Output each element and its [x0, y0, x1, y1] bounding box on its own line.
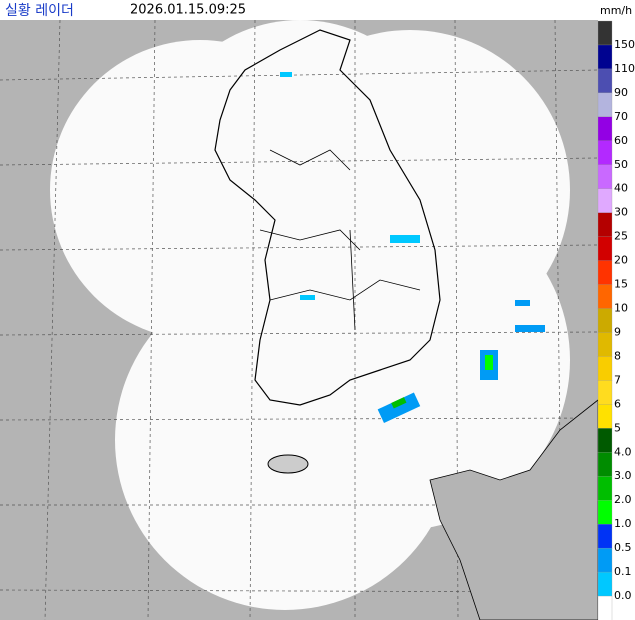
legend-label: 20: [614, 254, 628, 267]
legend-swatch: [597, 188, 613, 214]
legend-swatch: [597, 428, 613, 453]
legend-swatch: [597, 164, 613, 190]
legend-swatch: [597, 260, 613, 286]
header-bar: [0, 0, 635, 20]
legend-label: 5: [614, 421, 621, 434]
map: [0, 19, 599, 620]
legend-label: 7: [614, 373, 621, 386]
legend-label: 90: [614, 86, 628, 99]
legend-swatch: [597, 308, 613, 334]
legend-swatch: [597, 212, 613, 238]
legend-swatch: [597, 140, 613, 166]
legend-swatch: [597, 404, 613, 429]
legend-swatch: [597, 20, 613, 46]
legend-swatch: [597, 380, 613, 406]
legend-swatch: [597, 595, 613, 620]
legend-swatch: [597, 284, 613, 310]
legend-label: 70: [614, 110, 628, 123]
legend-label: 0.5: [614, 541, 632, 554]
legend-swatch: [597, 236, 613, 262]
legend-swatch: [597, 524, 613, 549]
legend-label: 1.0: [614, 517, 632, 530]
echoes: [280, 72, 545, 423]
legend: 150 110 90 70 60 50 40 30 25 20 15 10 9 8 7 6 5 4.0 3.0 2.0…: [597, 20, 635, 620]
legend-swatch: [597, 547, 613, 573]
legend-label: 40: [614, 182, 628, 195]
legend-label: 150: [614, 38, 635, 51]
legend-swatch: [597, 476, 613, 501]
legend-label: 30: [614, 206, 628, 219]
legend-swatch: [597, 116, 613, 142]
legend-swatch: [597, 332, 613, 358]
legend-label: 110: [614, 62, 635, 75]
legend-label: 9: [614, 325, 621, 338]
legend-swatch: [597, 571, 613, 597]
legend-label: 3.0: [614, 469, 632, 482]
peninsula: [214, 29, 441, 406]
legend-label: 4.0: [614, 445, 632, 458]
jeju: [267, 454, 309, 474]
legend-label: 0.0: [614, 589, 632, 602]
timestamp: 2026.01.15.09:25: [130, 3, 246, 18]
legend-label: 10: [614, 302, 628, 315]
province-borders: [259, 149, 421, 331]
legend-label: 8: [614, 349, 621, 362]
legend-swatch: [597, 68, 613, 94]
legend-label: 60: [614, 134, 628, 147]
legend-swatch: [597, 44, 613, 70]
legend-swatch: [597, 452, 613, 477]
legend-label: 6: [614, 397, 621, 410]
radar-coverage: [50, 20, 570, 610]
unit: mm/h: [600, 4, 632, 17]
legend-swatch: [597, 356, 613, 382]
legend-swatch: [597, 92, 613, 118]
legend-label: 15: [614, 278, 628, 291]
legend-label: 0.1: [614, 565, 632, 578]
legend-label: 2.0: [614, 493, 632, 506]
legend-label: 50: [614, 158, 628, 171]
legend-label: 25: [614, 230, 628, 243]
legend-swatch: [597, 500, 613, 525]
title: 실황 레이더: [5, 3, 74, 19]
